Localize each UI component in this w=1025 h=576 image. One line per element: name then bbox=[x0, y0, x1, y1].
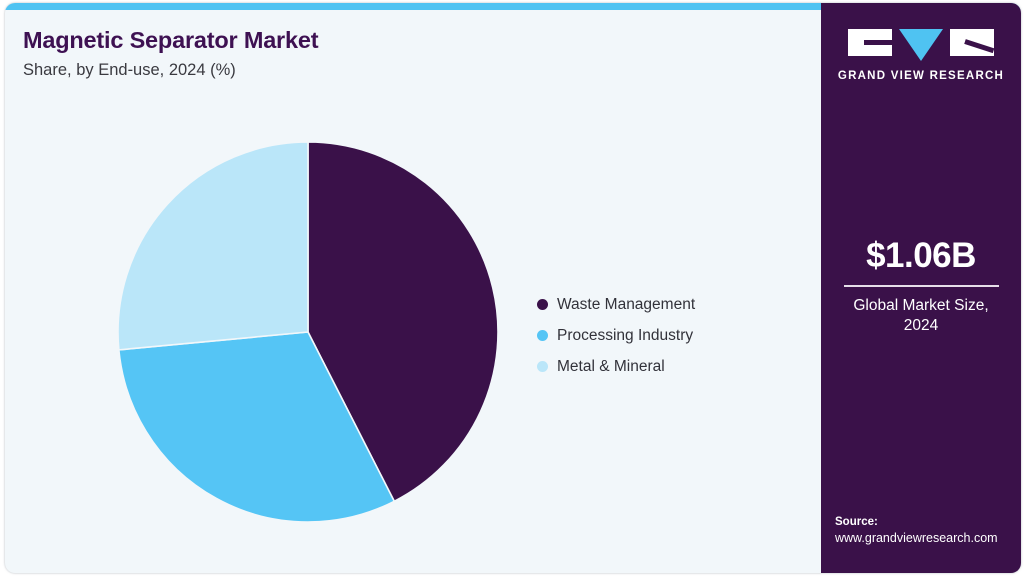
legend-item-processing-industry[interactable]: Processing Industry bbox=[537, 320, 787, 351]
market-size-value: $1.06B bbox=[866, 236, 976, 275]
legend-swatch-icon bbox=[537, 330, 548, 341]
pie-slice[interactable] bbox=[307, 141, 499, 503]
logo-g-icon bbox=[848, 29, 892, 56]
chart-legend: Waste Management Processing Industry Met… bbox=[537, 289, 787, 382]
pie-slice-group bbox=[117, 141, 499, 523]
grand-view-research-logo: GRAND VIEW RESEARCH bbox=[821, 29, 1021, 82]
branding-panel: GRAND VIEW RESEARCH $1.06B Global Market… bbox=[821, 3, 1021, 573]
infographic-card: Magnetic Separator Market Share, by End-… bbox=[5, 3, 1021, 573]
pie-chart bbox=[113, 137, 503, 527]
source-block: Source: www.grandviewresearch.com bbox=[835, 515, 1021, 547]
heading-block: Magnetic Separator Market Share, by End-… bbox=[23, 27, 643, 81]
pie-slice[interactable] bbox=[117, 331, 396, 523]
legend-item-metal-mineral[interactable]: Metal & Mineral bbox=[537, 351, 787, 382]
legend-swatch-icon bbox=[537, 299, 548, 310]
top-accent-strip bbox=[5, 3, 1021, 10]
key-stat-block: $1.06B Global Market Size, 2024 bbox=[821, 238, 1021, 336]
logo-wordmark: GRAND VIEW RESEARCH bbox=[837, 70, 1005, 82]
legend-item-waste-management[interactable]: Waste Management bbox=[537, 289, 787, 320]
legend-item-label: Processing Industry bbox=[557, 326, 694, 344]
pie-slice[interactable] bbox=[117, 141, 309, 351]
logo-marks bbox=[821, 29, 1021, 61]
legend-swatch-icon bbox=[537, 361, 548, 372]
logo-v-triangle-icon bbox=[899, 29, 943, 61]
source-label: Source: bbox=[835, 515, 878, 528]
stat-divider bbox=[843, 285, 999, 287]
page-title: Magnetic Separator Market bbox=[23, 27, 319, 53]
logo-r-icon bbox=[950, 29, 994, 56]
legend-item-label: Metal & Mineral bbox=[557, 357, 665, 375]
market-size-caption: Global Market Size, 2024 bbox=[853, 296, 989, 334]
pie-chart-svg bbox=[117, 141, 499, 523]
page-subtitle: Share, by End-use, 2024 (%) bbox=[23, 61, 236, 80]
source-url[interactable]: www.grandviewresearch.com bbox=[835, 531, 998, 546]
legend-item-label: Waste Management bbox=[557, 295, 696, 313]
